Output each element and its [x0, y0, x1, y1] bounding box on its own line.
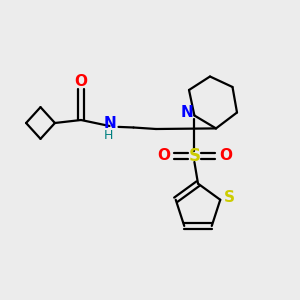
Text: N: N — [104, 116, 117, 131]
Text: O: O — [157, 148, 170, 164]
Text: S: S — [224, 190, 235, 205]
Text: O: O — [74, 74, 88, 89]
Text: N: N — [181, 105, 193, 120]
Text: S: S — [189, 147, 201, 165]
Text: H: H — [104, 129, 114, 142]
Text: O: O — [219, 148, 232, 164]
